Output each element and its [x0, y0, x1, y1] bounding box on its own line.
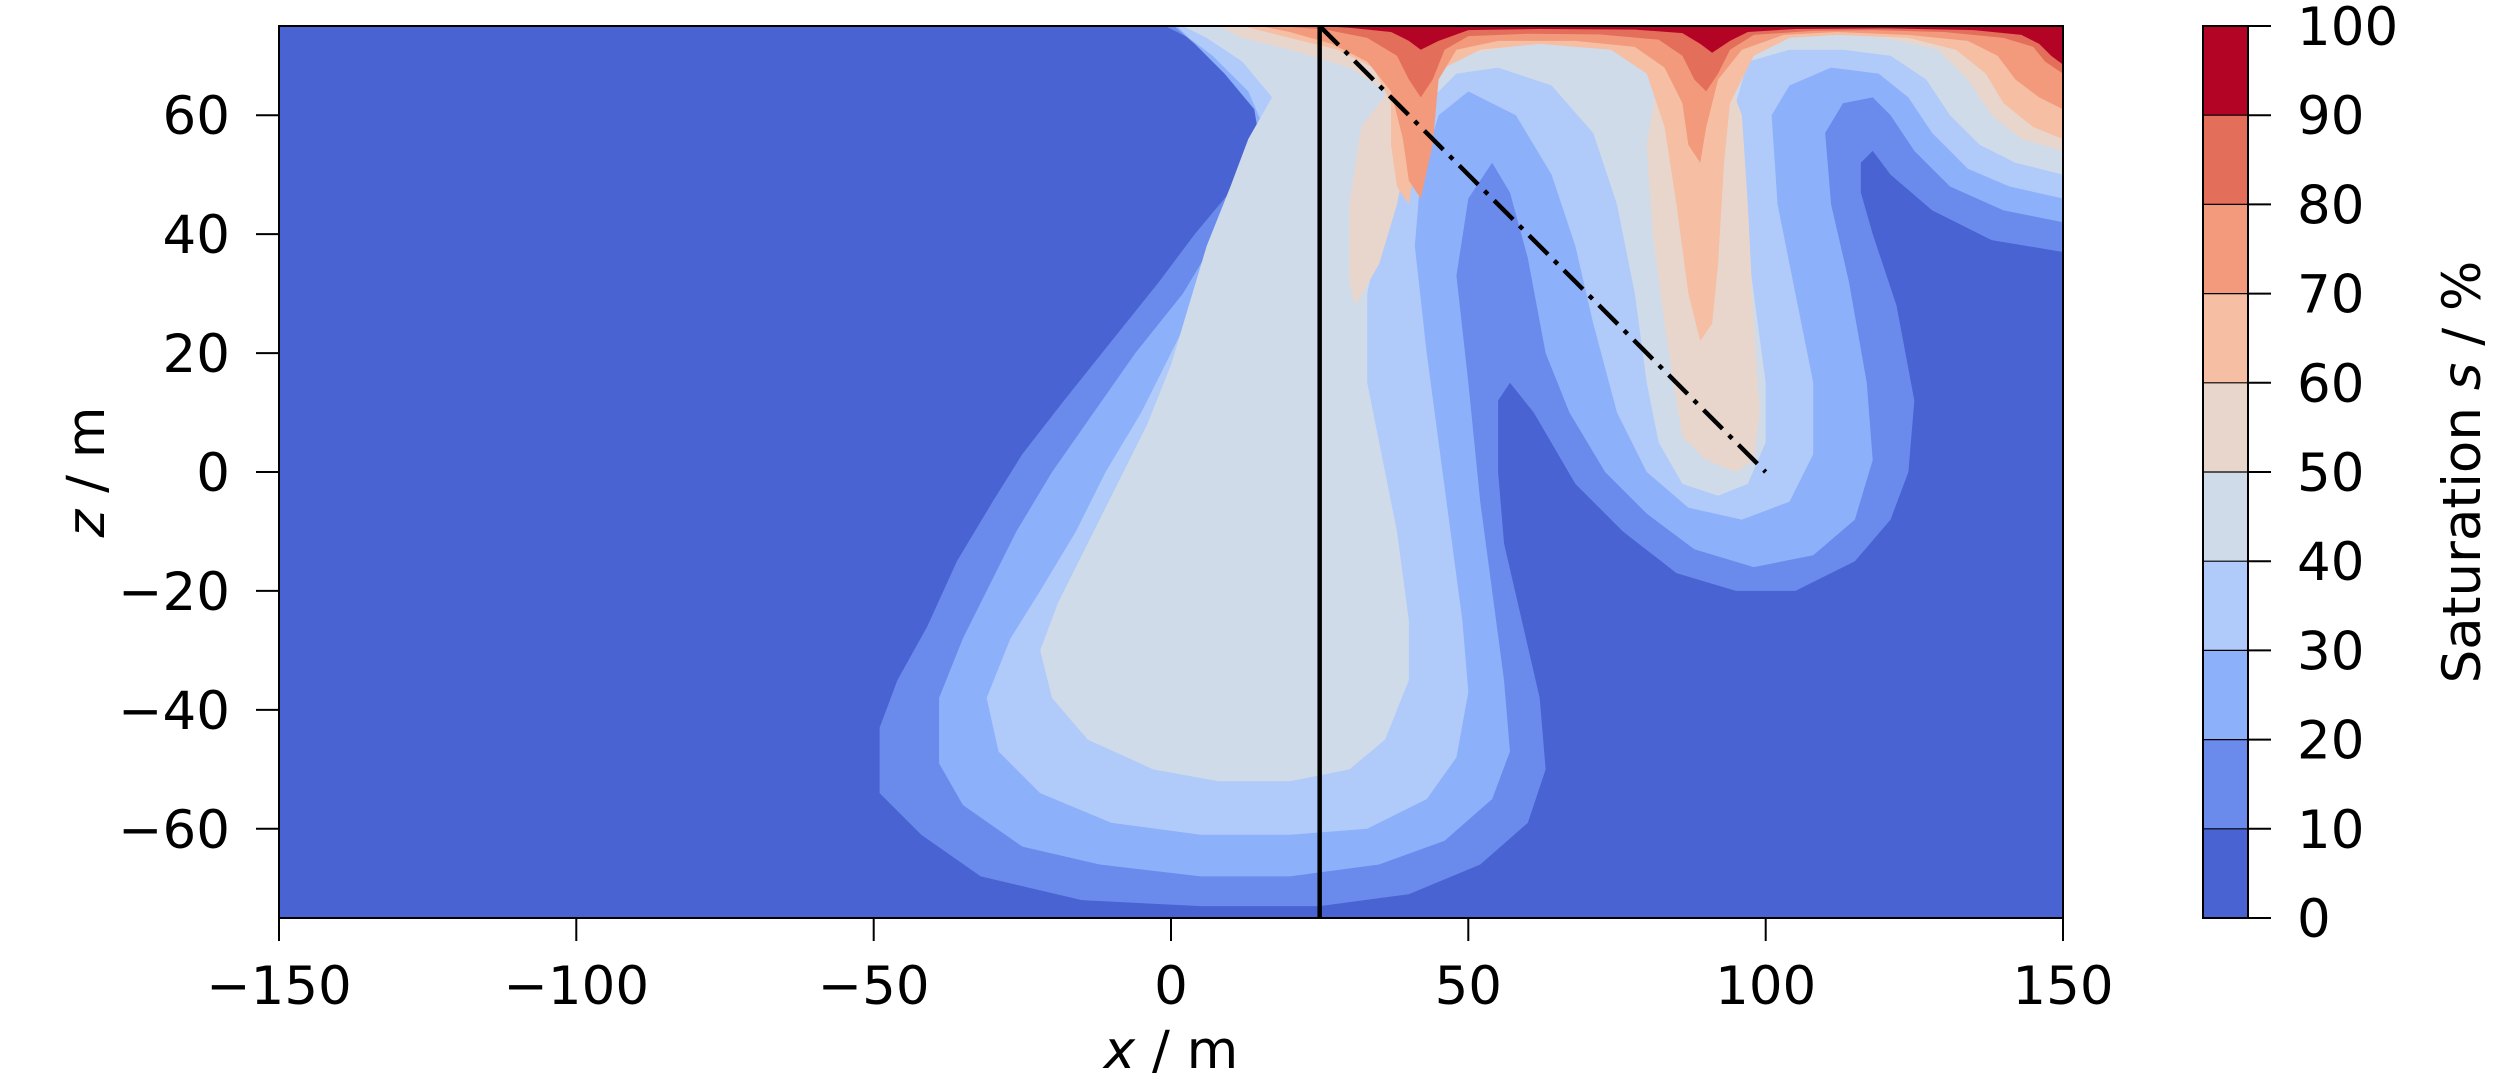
x-tick-label: −100: [504, 956, 650, 1017]
y-tick-label: −40: [118, 681, 230, 742]
colorbar-tick-label: 40: [2297, 532, 2364, 593]
colorbar-tick-label: 10: [2297, 800, 2364, 861]
colorbar-label: Saturation s / %: [2432, 261, 2493, 684]
x-tick-label: 50: [1435, 956, 1502, 1017]
colorbar-tick-label: 60: [2297, 354, 2364, 415]
y-tick-label: −20: [118, 562, 230, 623]
inclined-well-line: [1318, 26, 1768, 474]
colorbar-tick-label: 80: [2297, 175, 2364, 236]
plot-area: [278, 25, 2064, 919]
colorbar-tick-label: 50: [2297, 443, 2364, 504]
colorbar-tick-label: 70: [2297, 265, 2364, 326]
x-tick-label: −50: [818, 956, 930, 1017]
level-80: [1278, 26, 2063, 98]
y-axis-label: z / m: [56, 406, 117, 538]
colorbar-level-90: [2203, 26, 2248, 116]
level-60: [1242, 26, 2063, 342]
x-tick-labels: −150 −100 −50 0 50 100 150: [206, 956, 2113, 1017]
colorbar-tick-label: 20: [2297, 711, 2364, 772]
y-tick-labels: 60 40 20 0 −20 −40 −60: [118, 86, 230, 861]
x-tick-label: 100: [1715, 956, 1816, 1017]
y-tick-label: −60: [118, 800, 230, 861]
colorbar-level-30: [2203, 561, 2248, 651]
colorbar-tick-label: 0: [2297, 889, 2331, 950]
colorbar-level-50: [2203, 382, 2248, 472]
x-tick-label: 150: [2012, 956, 2113, 1017]
colorbar-level-80: [2203, 115, 2248, 205]
y-tick-label: 0: [196, 443, 230, 504]
level-90: [1319, 26, 2063, 65]
x-axis: [278, 918, 2064, 941]
colorbar-level-60: [2203, 293, 2248, 383]
colorbar-tick-label: 90: [2297, 86, 2364, 147]
colorbar-level-10: [2203, 739, 2248, 829]
level-70: [1260, 26, 2063, 199]
colorbar-level-40: [2203, 472, 2248, 562]
colorbar-tick-label: 30: [2297, 621, 2364, 682]
level-40: [1040, 26, 2063, 782]
x-tick-label: 0: [1154, 956, 1188, 1017]
y-tick-label: 20: [163, 324, 230, 385]
y-tick-label: 40: [163, 205, 230, 266]
colorbar-level-70: [2203, 204, 2248, 294]
colorbar-tick-label: 100: [2297, 0, 2398, 58]
colorbar-level-0: [2203, 828, 2248, 918]
y-axis: [256, 114, 279, 830]
y-tick-label: 60: [163, 86, 230, 147]
x-axis-label: x / m: [1102, 1020, 1239, 1080]
x-tick-label: −150: [206, 956, 352, 1017]
colorbar-level-20: [2203, 650, 2248, 740]
level-50: [1218, 26, 2063, 472]
colorbar: 100 90 80 70 60 50 40 30 20 10 0 Saturat…: [2202, 0, 2493, 950]
